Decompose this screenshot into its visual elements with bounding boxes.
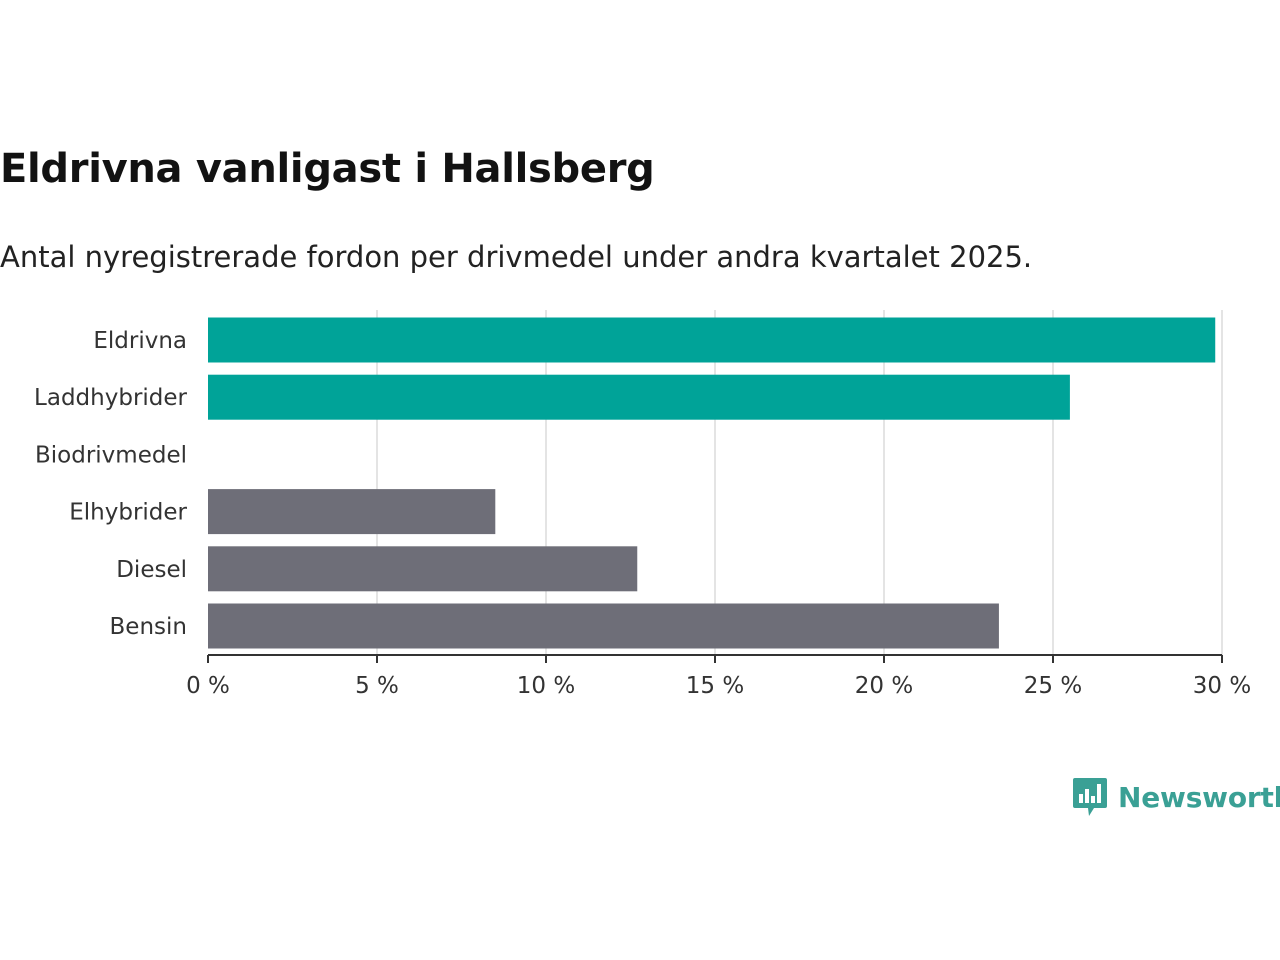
x-tick-label: 20 %: [855, 673, 913, 699]
chart-title: Eldrivna vanligast i Hallsberg: [0, 146, 655, 192]
category-label: Bensin: [110, 614, 187, 640]
category-label: Eldrivna: [93, 328, 187, 354]
bar-elhybrider: [208, 489, 496, 535]
x-axis: 0 % 5 % 10 % 15 % 20 % 25 % 30 %: [186, 654, 1251, 699]
category-label: Diesel: [116, 557, 187, 583]
x-tick-label: 0 %: [186, 673, 230, 699]
bar-laddhybrider: [208, 374, 1070, 420]
x-tick-label: 10 %: [517, 673, 575, 699]
gridlines: [376, 310, 1223, 655]
bar-eldrivna: [208, 317, 1216, 363]
x-tick-label: 5 %: [355, 673, 399, 699]
category-label: Biodrivmedel: [35, 442, 187, 468]
chart-subtitle: Antal nyregistrerade fordon per drivmede…: [0, 240, 1033, 274]
x-tick-label: 15 %: [686, 673, 744, 699]
bar-bensin: [208, 603, 999, 649]
x-tick-label: 25 %: [1024, 673, 1082, 699]
newsworthy-logo-icon: [1073, 778, 1107, 816]
newsworthy-logo: Newsworthy: [1072, 776, 1280, 818]
category-label: Elhybrider: [69, 500, 187, 526]
x-tick-label: 30 %: [1193, 673, 1251, 699]
bar-diesel: [208, 546, 638, 592]
bars: [208, 317, 1216, 649]
newsworthy-logo-text: Newsworthy: [1118, 780, 1280, 814]
category-labels: Eldrivna Laddhybrider Biodrivmedel Elhybrid…: [34, 328, 187, 640]
category-label: Laddhybrider: [34, 385, 187, 411]
